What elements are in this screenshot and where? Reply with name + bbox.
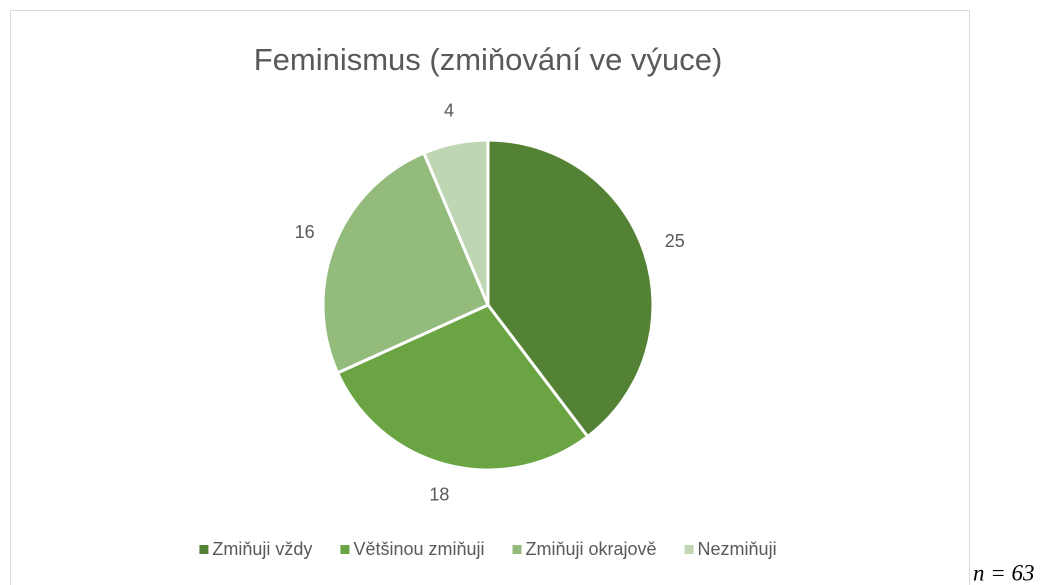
legend-label: Nezmiňuji	[698, 539, 777, 559]
annotation: n = 63	[973, 560, 1035, 585]
data-label: 4	[444, 101, 454, 121]
legend-label: Zmiňuji okrajově	[526, 539, 657, 559]
data-label: 18	[429, 485, 449, 505]
legend-marker	[199, 545, 209, 554]
legend-label: Zmiňuji vždy	[212, 539, 312, 559]
pie-slice	[421, 138, 490, 306]
data-label: 16	[295, 222, 315, 242]
data-label: 25	[665, 231, 685, 251]
pie-slice	[486, 138, 655, 439]
legend-marker	[684, 545, 694, 554]
legend-marker	[512, 545, 522, 554]
legend-label: Většinou zmiňuji	[353, 539, 484, 559]
chart-title: Feminismus (zmiňování ve výuce)	[254, 42, 723, 77]
legend-marker	[340, 545, 350, 554]
